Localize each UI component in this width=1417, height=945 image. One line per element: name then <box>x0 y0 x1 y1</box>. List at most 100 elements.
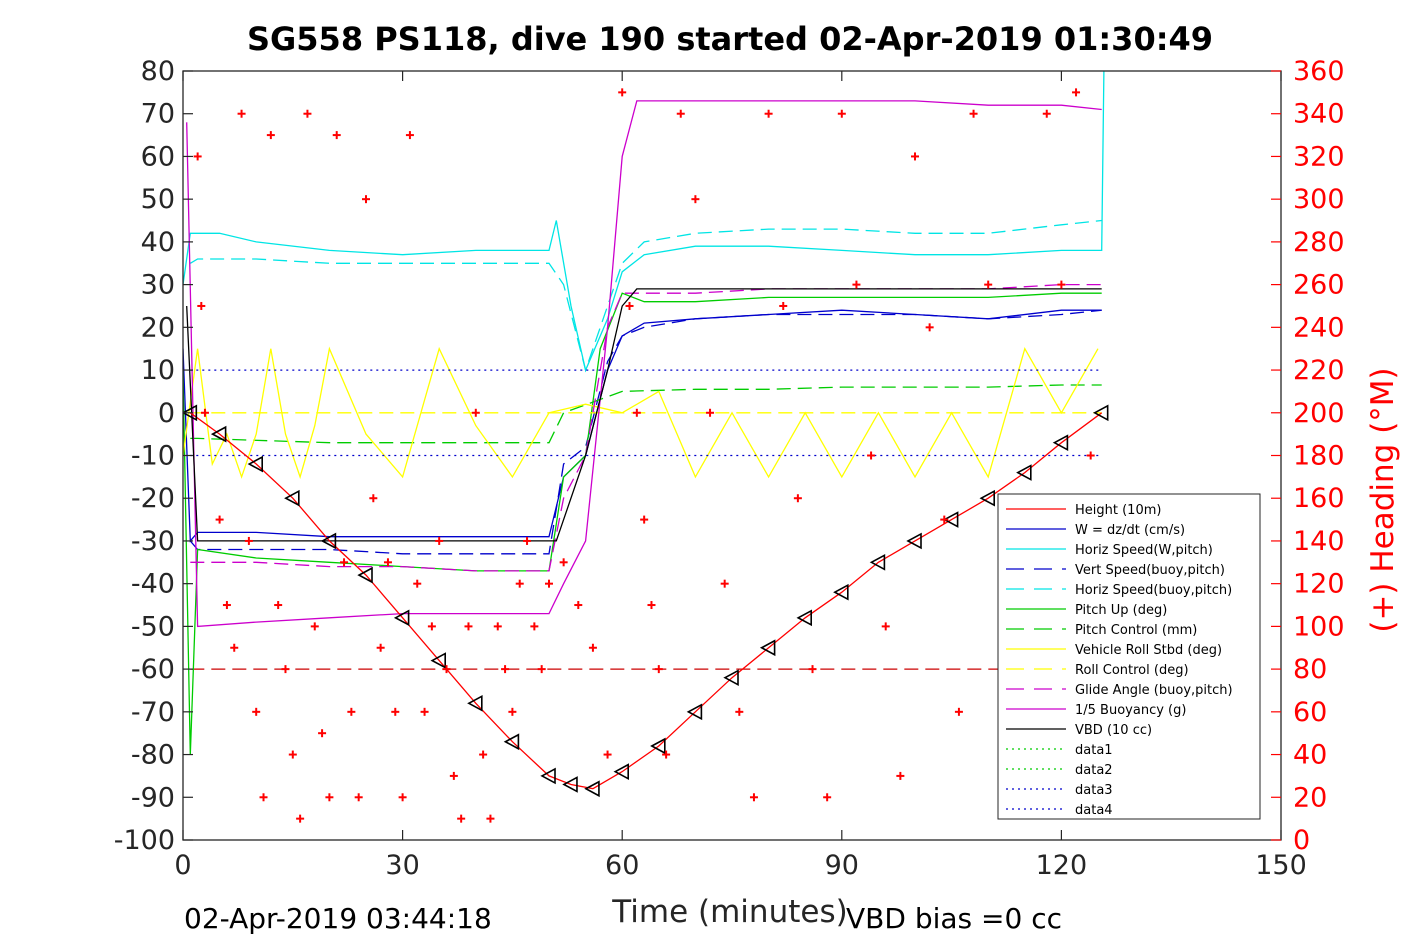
height-marker <box>796 609 813 627</box>
heading-point <box>193 152 202 161</box>
heading-point <box>881 622 890 631</box>
series-line-horiz-speed-buoy-pitch <box>189 219 1102 373</box>
heading-point <box>691 195 700 204</box>
heading-point <box>318 729 327 738</box>
heading-point <box>720 579 729 588</box>
heading-point <box>244 536 253 545</box>
y-tick-label: -20 <box>131 483 175 514</box>
heading-point <box>1042 109 1051 118</box>
heading-point <box>984 280 993 289</box>
series-layer <box>183 71 1109 798</box>
heading-point <box>574 601 583 610</box>
x-tick-label: 150 <box>1255 850 1307 881</box>
right-tick-label: 260 <box>1293 270 1345 301</box>
heading-point <box>398 793 407 802</box>
height-marker <box>686 703 703 721</box>
height-marker <box>1092 404 1109 422</box>
heading-point <box>391 707 400 716</box>
height-marker <box>183 404 198 422</box>
legend: Height (10m) W = dz/dt (cm/s) Horiz Speed(… <box>997 493 1261 820</box>
heading-point <box>764 109 773 118</box>
height-marker <box>284 489 300 507</box>
right-tick-label: 160 <box>1293 483 1345 514</box>
heading-point <box>625 301 634 310</box>
height-marker <box>869 553 886 571</box>
heading-point <box>325 793 334 802</box>
heading-point <box>537 665 546 674</box>
heading-point <box>493 622 502 631</box>
heading-point <box>259 793 268 802</box>
heading-point <box>1072 88 1081 97</box>
heading-point <box>749 793 758 802</box>
heading-point <box>310 622 319 631</box>
heading-point <box>508 707 517 716</box>
legend-entry: data3 <box>1075 783 1113 798</box>
series-line-vehicle-roll-stbd-deg <box>183 346 1099 480</box>
heading-point <box>420 707 429 716</box>
right-tick-label: 220 <box>1293 355 1345 386</box>
right-tick-label: 300 <box>1293 184 1345 215</box>
y-tick-label: 20 <box>141 312 175 343</box>
heading-point <box>369 494 378 503</box>
height-marker <box>584 780 600 798</box>
height-marker <box>393 609 410 627</box>
y-tick-label: -80 <box>131 740 175 771</box>
legend-entry: Vehicle Roll Stbd (deg) <box>1075 643 1222 658</box>
y-tick-label: 30 <box>141 270 175 301</box>
right-tick-label: 340 <box>1293 99 1345 130</box>
heading-layer <box>193 88 1095 823</box>
heading-point <box>479 750 488 759</box>
right-tick-label: 80 <box>1293 654 1327 685</box>
heading-point <box>303 109 312 118</box>
heading-point <box>435 536 444 545</box>
heading-point <box>1086 451 1095 460</box>
heading-point <box>911 152 919 161</box>
chart-title: SG558 PS118, dive 190 started 02-Apr-201… <box>247 20 1213 58</box>
y-tick-label: -30 <box>131 526 175 557</box>
y-tick-label: -100 <box>114 825 175 856</box>
legend-entry: W = dz/dt (cm/s) <box>1075 523 1185 538</box>
legend-entry: VBD (10 cc) <box>1075 723 1152 738</box>
height-marker <box>562 776 578 793</box>
heading-point <box>969 109 978 118</box>
y-tick-label: -90 <box>131 782 175 813</box>
right-tick-label: 0 <box>1293 825 1310 856</box>
heading-point <box>266 131 275 140</box>
heading-point <box>545 579 553 588</box>
heading-point <box>793 494 802 503</box>
y-tick-label: -10 <box>131 441 175 472</box>
height-marker <box>650 737 666 755</box>
footer-vbd-bias: VBD bias =0 cc <box>846 902 1062 935</box>
heading-point <box>464 622 473 631</box>
heading-point <box>237 109 246 118</box>
heading-point <box>449 771 458 780</box>
y-tick-label: 10 <box>141 355 175 386</box>
heading-point <box>354 793 363 802</box>
right-tick-label: 60 <box>1293 697 1327 728</box>
right-tick-label: 40 <box>1293 740 1327 771</box>
heading-point <box>274 601 283 610</box>
series-line-pitch-control-mm <box>190 384 1102 444</box>
y-tick-label: -50 <box>131 611 175 642</box>
heading-point <box>676 109 685 118</box>
heading-point <box>252 707 261 716</box>
y-tick-label: -60 <box>131 654 175 685</box>
heading-point <box>362 195 370 204</box>
heading-point <box>852 280 861 289</box>
heading-point <box>837 109 846 118</box>
heading-point <box>530 622 539 631</box>
heading-point <box>588 643 597 652</box>
right-tick-label: 100 <box>1293 611 1345 642</box>
heading-point <box>735 707 744 716</box>
series-line-vert-speed-buoy-pitch <box>189 309 1102 555</box>
legend-entry: Glide Angle (buoy,pitch) <box>1075 683 1233 698</box>
heading-point <box>647 601 656 610</box>
right-tick-label: 120 <box>1293 569 1345 600</box>
heading-point <box>603 750 612 759</box>
heading-point <box>457 814 466 823</box>
heading-point <box>332 131 341 140</box>
height-marker <box>906 532 922 550</box>
heading-point <box>632 408 641 417</box>
x-axis-label: Time (minutes) <box>611 894 847 930</box>
y-tick-label: 80 <box>141 56 175 87</box>
